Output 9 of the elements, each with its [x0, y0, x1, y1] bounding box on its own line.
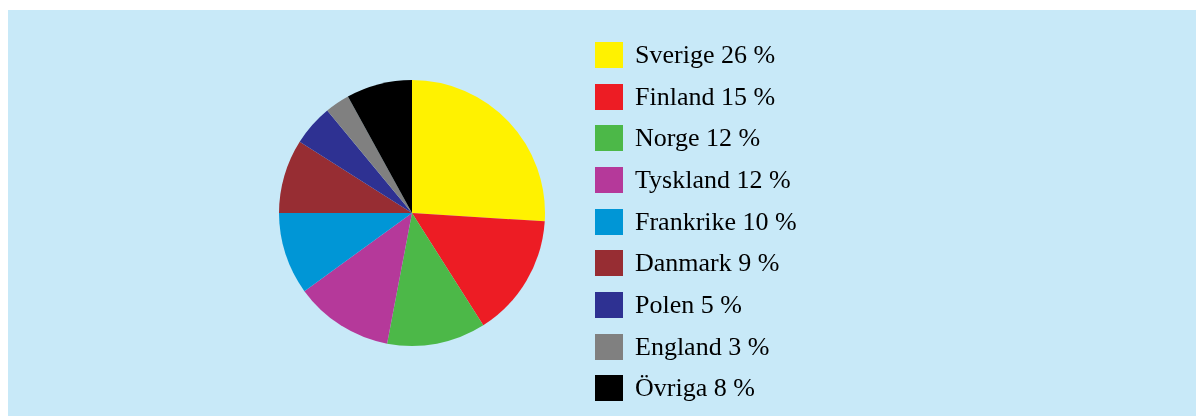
legend-label: England 3 % — [635, 331, 770, 362]
legend-label: Norge 12 % — [635, 123, 761, 154]
legend-label: Tyskland 12 % — [635, 164, 791, 195]
legend-label: Sverige 26 % — [635, 39, 776, 70]
legend-label: Finland 15 % — [635, 81, 776, 112]
legend-label: Frankrike 10 % — [635, 206, 797, 237]
legend-label: Övriga 8 % — [635, 373, 755, 404]
legend-label: Polen 5 % — [635, 289, 742, 320]
legend-label: Danmark 9 % — [635, 248, 780, 279]
